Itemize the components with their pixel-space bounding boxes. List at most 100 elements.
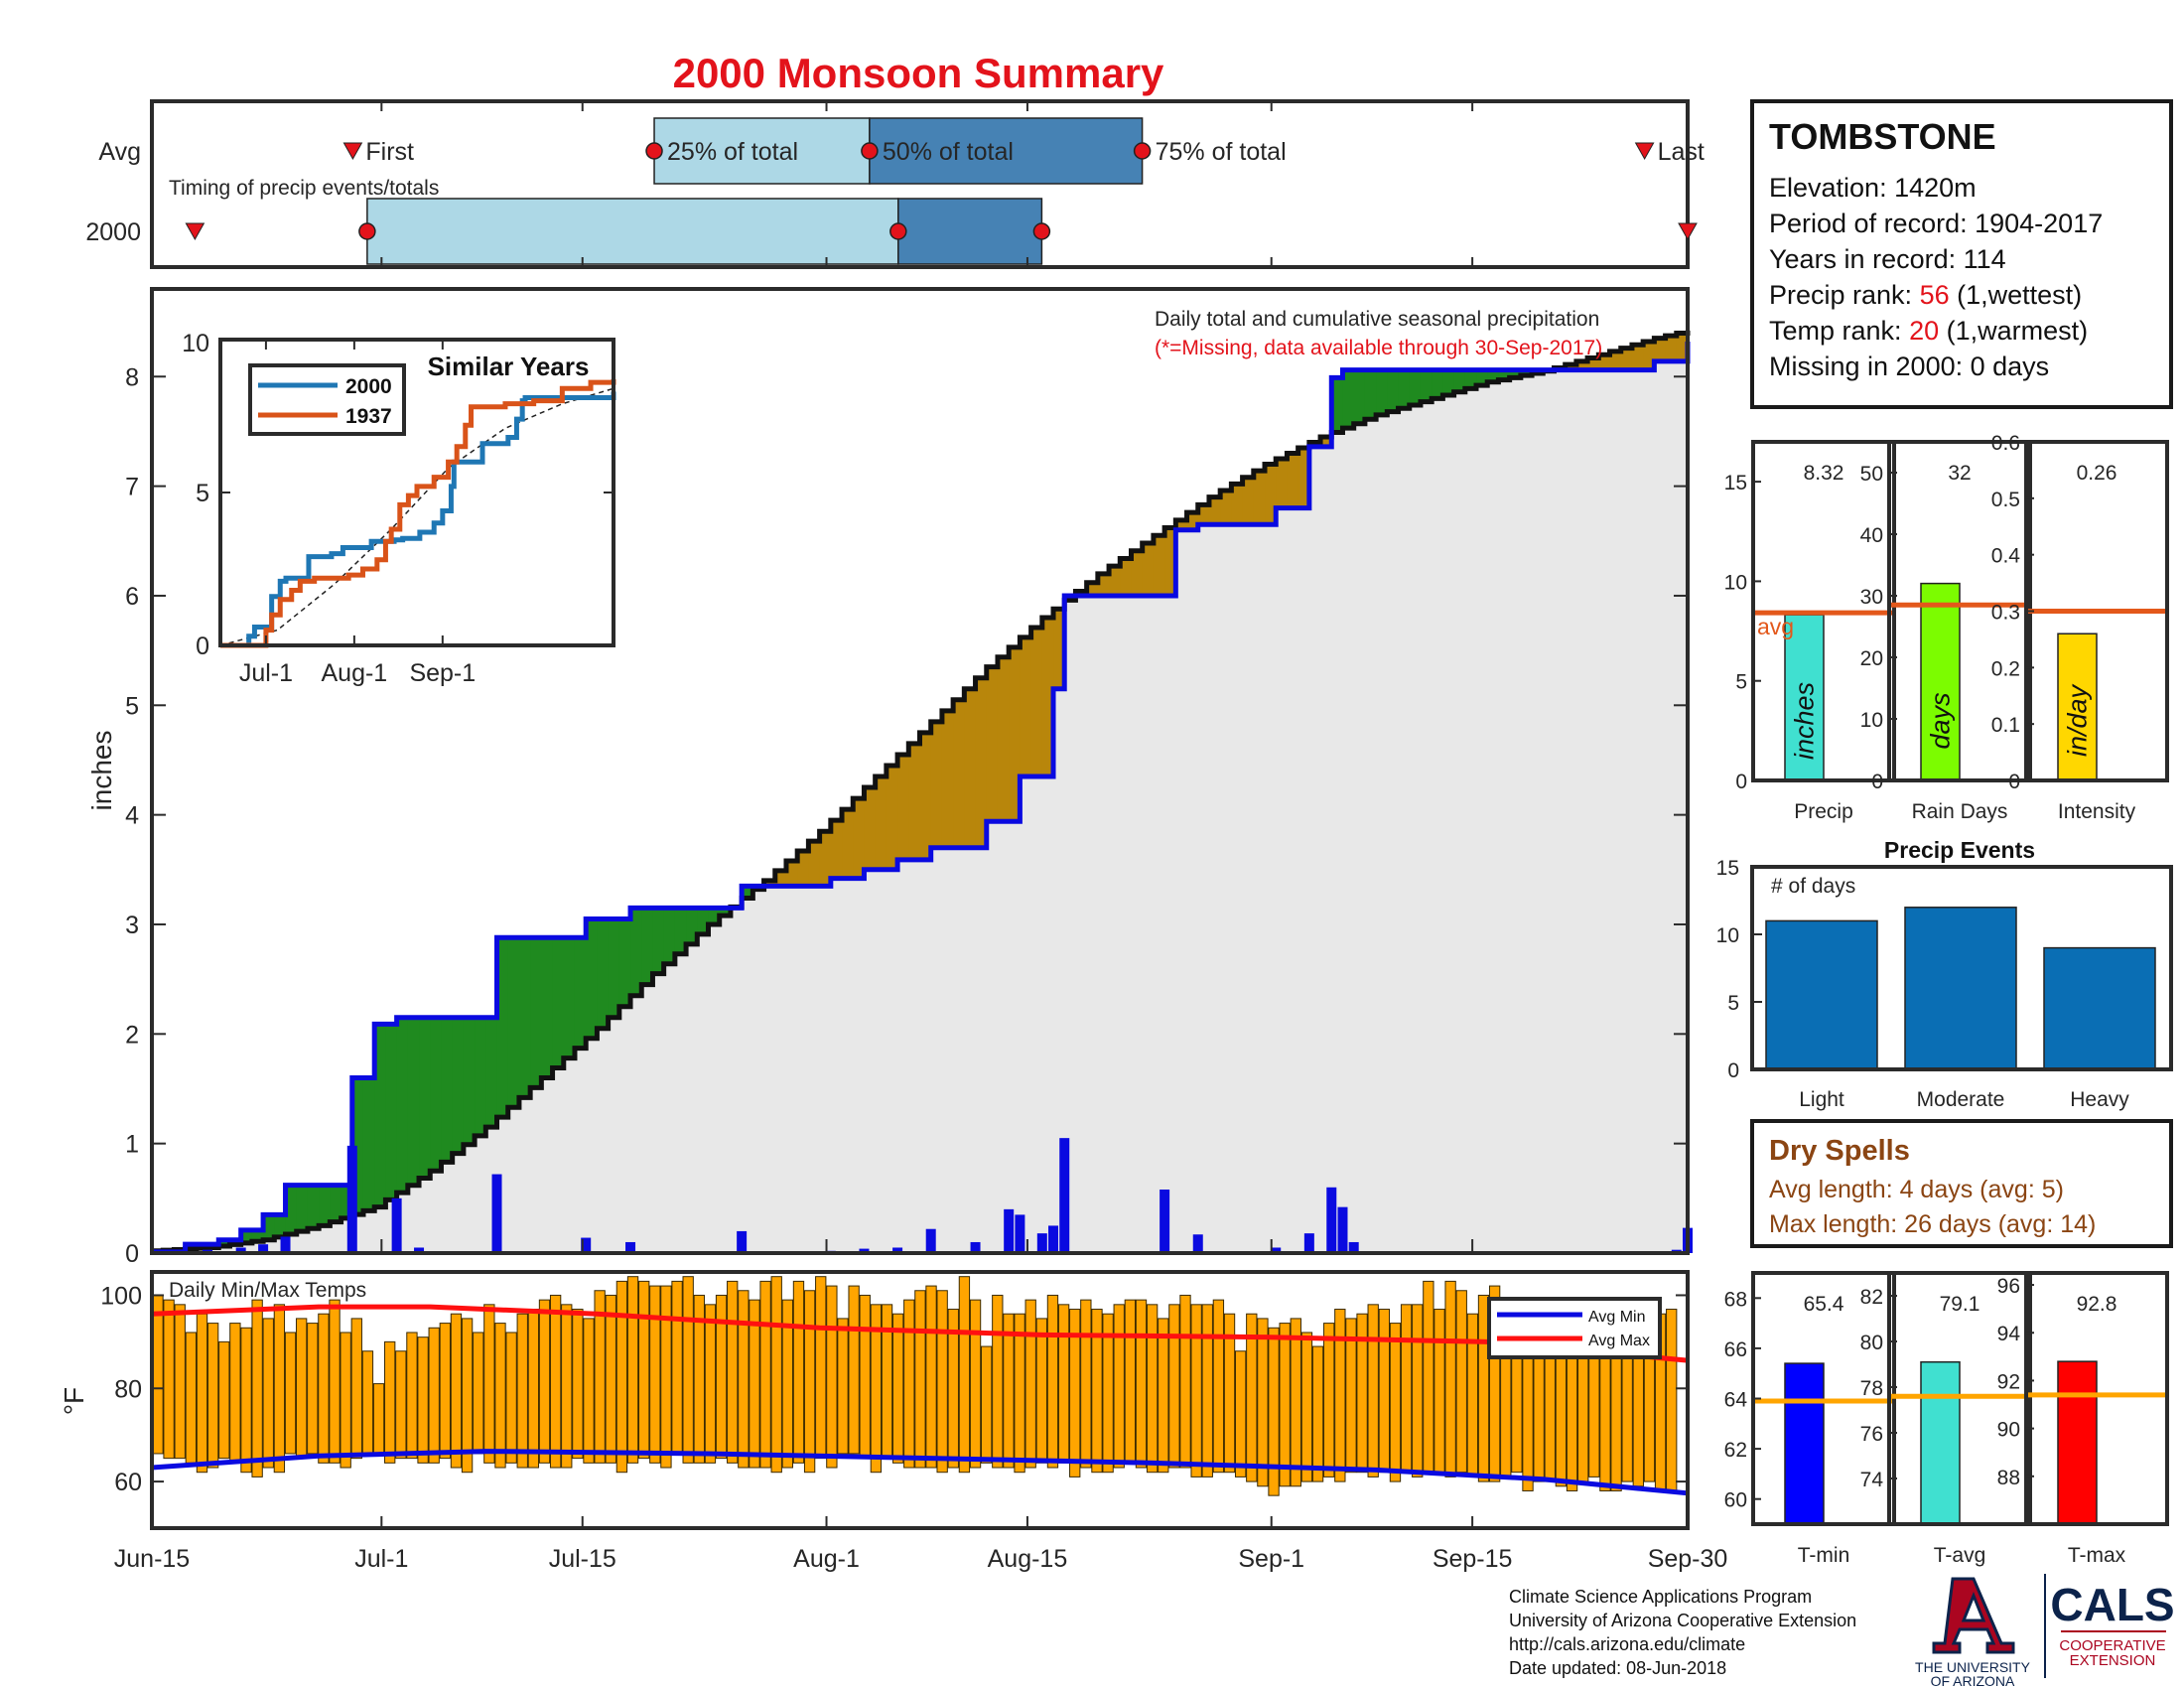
temp-legend [1487,1297,1662,1359]
above-avg-fill [341,1185,353,1218]
above-avg-fill [507,937,520,1108]
daily-temp-bar [1666,1309,1678,1491]
timing-avg-p50-p75-bar [869,117,1144,185]
below-avg-fill [1020,636,1032,777]
summary-unit-0: inches [1790,682,1820,760]
timing-avg-p25-dot [645,142,663,160]
above-avg-fill [1409,369,1422,405]
timing-p50-label: 50% of total [883,138,1014,166]
above-avg-fill [396,1017,409,1194]
summary-bar-0 [1784,614,1825,781]
daily-temp-bar [1091,1309,1103,1474]
dry-spells-avg: Avg length: 4 days (avg: 5) [1769,1176,2064,1203]
below-avg-fill [1197,504,1210,525]
daily-temp-bar [406,1332,418,1460]
above-avg-fill [1420,369,1433,402]
daily-temp-bar [583,1318,595,1464]
daily-temp-bar [1212,1299,1225,1474]
below-avg-fill [763,880,776,887]
daily-precip-bar [1160,1190,1170,1253]
summary-y-tick-label: 60 [1724,1489,1747,1512]
cals-wordmark: CALS [2050,1579,2174,1630]
daily-temp-bar [1080,1299,1092,1469]
below-avg-fill [1575,360,1588,370]
inset-series-1937 [220,379,616,648]
summary-y-tick-label: 20 [1860,647,1883,670]
above-avg-fill [541,937,554,1078]
daily-temp-bar [329,1299,341,1464]
main-y-tick-label: 8 [125,363,139,391]
below-avg-fill [1242,477,1255,525]
above-avg-fill [719,908,732,916]
daily-temp-bar [229,1323,241,1464]
daily-precip-bar [491,1174,502,1253]
summary-name-2: Intensity [2058,800,2136,823]
daily-temp-bar [262,1318,274,1469]
legend-label-avg-min: Avg Min [1588,1309,1646,1326]
daily-temp-bar [1035,1318,1047,1464]
temp-rank-value: 20 [1909,316,1939,346]
below-avg-fill [1009,646,1021,822]
daily-temp-bar [439,1323,451,1460]
below-avg-fill [897,754,909,860]
daily-precip-bar [581,1237,592,1253]
daily-temp-bar [1311,1345,1324,1482]
year-cumulative-line [152,341,1691,1255]
above-avg-fill [251,1229,264,1242]
above-avg-fill [574,937,587,1049]
footer-line-3: http://cals.arizona.edu/climate [1509,1634,1745,1654]
above-avg-fill [552,937,565,1068]
above-avg-fill [618,918,631,1007]
daily-temp-bar [837,1318,849,1455]
avg-max-line [151,1304,1689,1363]
summary-bar-2 [2057,633,2098,781]
temp-y-tick-label: 80 [114,1375,142,1403]
daily-temp-bar [1201,1304,1213,1477]
daily-temp-bar [516,1313,528,1469]
station-name: TOMBSTONE [1769,116,1996,157]
temp-rank-label: Temp rank: [1769,316,1902,346]
timing-avg-p25-p50-bar [653,117,871,185]
below-avg-fill [808,841,821,887]
avg-cumulative-line [152,330,1691,1254]
precip-events-category-0: Light [1799,1088,1844,1111]
main-y-tick-label: 3 [125,912,139,939]
summary-y-tick-label: 78 [1860,1377,1883,1400]
daily-precip-bar [970,1241,981,1253]
daily-temp-bar [615,1280,628,1474]
main-y-tick-label: 4 [125,802,139,830]
dry-spells-title: Dry Spells [1769,1135,1910,1167]
above-avg-fill [652,908,665,974]
precip-events-category-2: Heavy [2070,1088,2129,1111]
precip-events-y-tick-label: 10 [1716,924,1739,947]
summary-y-tick-label: 30 [1860,586,1883,609]
daily-temp-bar [870,1304,883,1474]
above-avg-fill [441,1017,454,1163]
daily-temp-bar [671,1280,683,1455]
below-avg-fill [1030,627,1043,777]
daily-temp-bar [848,1285,860,1455]
daily-temp-bar [1124,1299,1137,1464]
precip-events-category-1: Moderate [1917,1088,2005,1111]
above-avg-fill [697,908,710,934]
above-avg-fill [1498,369,1511,380]
daily-temp-bar [152,1294,164,1455]
timing-row-avg: Avg [98,138,141,166]
below-avg-fill [875,776,887,870]
daily-temp-bar [1279,1323,1291,1487]
daily-temp-bar [307,1323,319,1455]
daily-precip-bar [346,1145,357,1253]
timing-caption: Timing of precip events/totals [169,177,439,200]
daily-precip-bar [1048,1225,1059,1253]
above-avg-fill [1376,369,1388,415]
below-avg-fill [1220,491,1232,525]
below-avg-fill [1320,436,1332,447]
above-avg-fill [362,1077,375,1211]
daily-temp-bar [1146,1304,1159,1474]
daily-temp-bar [1444,1280,1456,1477]
above-avg-fill [1464,369,1477,389]
daily-temp-bar [538,1299,551,1464]
above-avg-fill [1520,369,1533,376]
daily-temp-bar [361,1350,374,1455]
